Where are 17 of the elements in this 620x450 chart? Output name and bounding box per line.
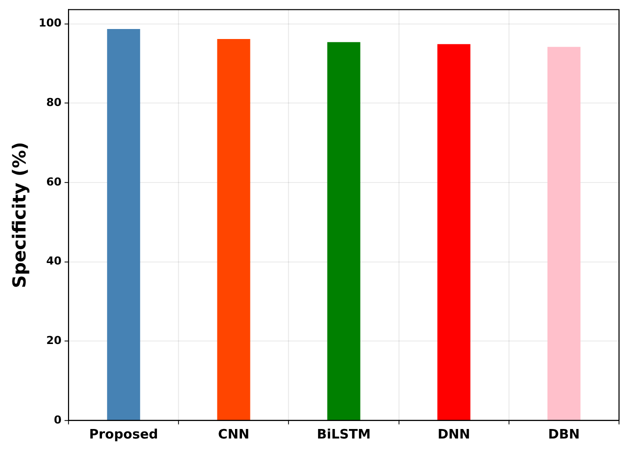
y-tick-label: 40 (46, 254, 62, 268)
x-tick-label: Proposed (89, 428, 158, 443)
x-tick-label: DNN (438, 428, 470, 443)
y-tick-label: 60 (46, 175, 62, 188)
y-axis-title: Specificity (%) (9, 142, 30, 288)
y-tick-label: 80 (46, 96, 62, 110)
bar (437, 44, 470, 420)
x-tick-label: DBN (548, 428, 580, 443)
x-tick-label: BiLSTM (316, 428, 371, 443)
y-tick-label: 0 (54, 413, 62, 426)
y-tick-label: 20 (46, 334, 62, 347)
bar (547, 46, 580, 420)
y-tick-label: 100 (38, 16, 62, 30)
bar (107, 29, 140, 420)
bar (217, 38, 250, 420)
bar (327, 42, 360, 420)
x-tick-label: CNN (218, 428, 250, 443)
